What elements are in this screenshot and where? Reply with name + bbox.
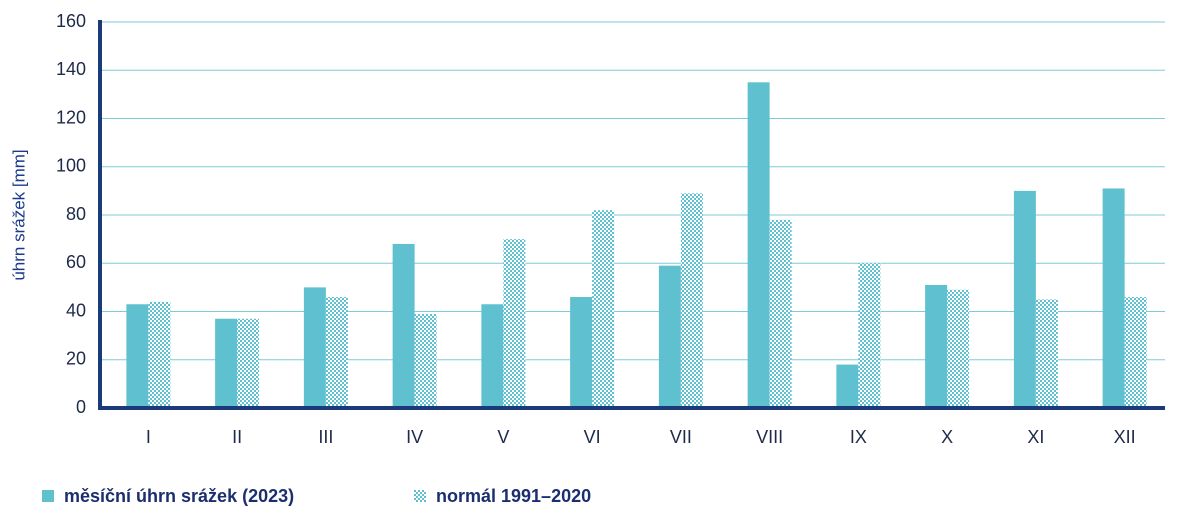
y-tick-label: 80	[66, 204, 86, 224]
bar	[1013, 190, 1036, 408]
legend-label: normál 1991–2020	[436, 486, 591, 506]
x-tick-label: III	[318, 427, 333, 447]
bar	[503, 239, 526, 408]
bar	[658, 265, 681, 408]
bar	[215, 318, 238, 408]
bar	[126, 304, 149, 408]
bar	[1035, 299, 1058, 408]
legend-label: měsíční úhrn srážek (2023)	[64, 486, 294, 506]
bar	[592, 210, 615, 408]
x-tick-label: XII	[1114, 427, 1136, 447]
bar	[392, 243, 415, 408]
bar	[325, 297, 348, 408]
bar	[148, 301, 171, 408]
bar	[1124, 297, 1147, 408]
x-tick-label: IX	[850, 427, 867, 447]
y-tick-label: 160	[56, 11, 86, 31]
bar	[947, 289, 970, 408]
bar	[747, 82, 770, 408]
y-tick-label: 60	[66, 252, 86, 272]
y-tick-label: 40	[66, 300, 86, 320]
y-tick-label: 0	[76, 397, 86, 417]
y-tick-label: 140	[56, 59, 86, 79]
y-tick-label: 100	[56, 156, 86, 176]
x-tick-label: VII	[670, 427, 692, 447]
bar	[303, 287, 326, 408]
bar	[414, 313, 437, 408]
x-tick-label: XI	[1027, 427, 1044, 447]
bar	[680, 193, 703, 408]
bar	[858, 263, 881, 408]
x-tick-label: V	[497, 427, 509, 447]
bar	[570, 297, 593, 408]
bar	[1102, 188, 1125, 408]
y-tick-label: 120	[56, 107, 86, 127]
x-tick-label: I	[146, 427, 151, 447]
bar	[925, 284, 948, 408]
x-tick-label: II	[232, 427, 242, 447]
bar	[769, 219, 792, 408]
legend-marker	[414, 490, 426, 502]
y-tick-label: 20	[66, 349, 86, 369]
legend-marker	[42, 490, 54, 502]
bar	[481, 304, 504, 408]
x-tick-label: X	[941, 427, 953, 447]
x-tick-label: IV	[406, 427, 423, 447]
bar	[836, 364, 859, 408]
y-axis-title: úhrn srážek [mm]	[9, 149, 28, 280]
x-tick-label: VI	[584, 427, 601, 447]
bar	[237, 318, 260, 408]
x-tick-label: VIII	[756, 427, 783, 447]
